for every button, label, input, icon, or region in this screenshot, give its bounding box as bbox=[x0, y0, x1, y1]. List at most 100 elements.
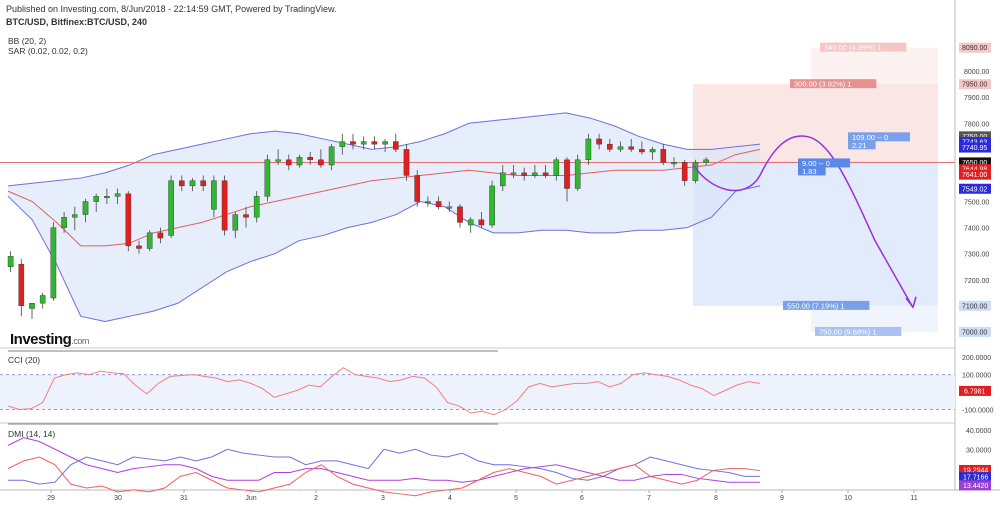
candle-body bbox=[253, 196, 260, 218]
price-tag-label: 7641.00 bbox=[962, 172, 987, 179]
cci-tick-label: 100.0000 bbox=[962, 373, 991, 380]
candle-body bbox=[478, 219, 485, 226]
projection-label-bg bbox=[798, 158, 851, 168]
projection-label: 109.00 -- 0 bbox=[852, 133, 888, 142]
candle-body bbox=[29, 303, 35, 309]
cci-line bbox=[7, 367, 761, 416]
time-tick-label: 9 bbox=[780, 495, 784, 502]
projection-label-bg bbox=[815, 326, 902, 336]
time-tick-label: 31 bbox=[180, 495, 188, 502]
adx-line bbox=[7, 437, 760, 483]
candle-body bbox=[146, 232, 153, 249]
candle-body bbox=[457, 206, 463, 223]
candle-body bbox=[82, 201, 89, 215]
candle-body bbox=[125, 193, 132, 247]
candle-body bbox=[617, 146, 624, 150]
candle-body bbox=[382, 141, 388, 145]
candle-body bbox=[574, 159, 581, 189]
candle-body bbox=[628, 146, 634, 150]
time-tick-label: 7 bbox=[647, 495, 651, 502]
price-tag-label: 7740.95 bbox=[962, 145, 987, 152]
cci-tick-label: -100.0000 bbox=[962, 408, 994, 415]
projection-label: 2.21 bbox=[852, 141, 867, 150]
projection-label: 300.00 (3.92%) 1 bbox=[794, 80, 852, 89]
price-tag-bg bbox=[959, 142, 991, 153]
price-tag-label: 7100.00 bbox=[962, 303, 987, 310]
time-tick-label: Jun bbox=[245, 495, 256, 502]
candle-body bbox=[596, 138, 602, 145]
time-tick-label: 2 bbox=[314, 495, 318, 502]
price-tag-bg bbox=[959, 137, 991, 148]
bollinger-band-fill bbox=[8, 112, 760, 322]
dmi-last-tag-bg bbox=[959, 472, 991, 483]
candle-body bbox=[18, 263, 25, 307]
dmi-indicator-label[interactable]: DMI (14, 14) bbox=[8, 429, 56, 439]
candle-body bbox=[307, 156, 314, 161]
candle-body bbox=[585, 138, 592, 161]
price-tag-bg bbox=[959, 42, 991, 53]
candle-body bbox=[275, 159, 281, 162]
candle-body bbox=[339, 141, 346, 147]
candle-body bbox=[157, 232, 164, 239]
price-tag-label: 7549.02 bbox=[962, 186, 987, 193]
price-tag-bg bbox=[959, 79, 991, 90]
dmi-last-tag-bg bbox=[959, 480, 991, 491]
time-tick-label: 30 bbox=[114, 495, 122, 502]
candle-body bbox=[467, 219, 474, 226]
price-tag-label: 7650.00 bbox=[962, 160, 987, 167]
candle-body bbox=[286, 159, 292, 166]
projection-label: 1.83 bbox=[802, 167, 817, 176]
candle-body bbox=[446, 206, 453, 209]
bb-indicator-label[interactable]: BB (20, 2) bbox=[8, 36, 47, 46]
candle-body bbox=[660, 149, 667, 163]
sar-indicator-label[interactable]: SAR (0.02, 0.02, 0.2) bbox=[8, 46, 88, 56]
bollinger-lower bbox=[7, 185, 761, 323]
dmi-last-tag-bg bbox=[959, 464, 991, 475]
candle-body bbox=[435, 201, 442, 207]
candle-body bbox=[221, 180, 228, 231]
candle-body bbox=[489, 185, 495, 226]
candle-body bbox=[318, 159, 324, 166]
cci-indicator-label[interactable]: CCI (20) bbox=[8, 355, 41, 365]
candle-body bbox=[649, 149, 656, 153]
candle-body bbox=[371, 141, 378, 145]
price-tag-bg bbox=[959, 164, 991, 175]
cci-tick-label: 200.0000 bbox=[962, 355, 991, 362]
price-tick-label: 7900.00 bbox=[964, 95, 989, 102]
candle-body bbox=[639, 149, 645, 153]
candle-body bbox=[7, 256, 14, 267]
symbol-title: BTC/USD, Bitfinex:BTC/USD, 240 bbox=[6, 17, 148, 27]
candle-body bbox=[681, 162, 688, 181]
candle-body bbox=[403, 149, 410, 176]
time-tick-label: 11 bbox=[910, 495, 917, 502]
dmi-last-tag: 19.2944 bbox=[963, 467, 988, 474]
candle-body bbox=[671, 162, 677, 165]
price-tick-label: 7300.00 bbox=[964, 252, 989, 259]
cci-last-tag: 6.7981 bbox=[964, 388, 986, 395]
published-caption: Published on Investing.com, 8/Jun/2018 -… bbox=[6, 4, 337, 14]
logo-text: Investing bbox=[10, 331, 72, 348]
candle-body bbox=[500, 172, 506, 187]
projection-label-bg bbox=[790, 79, 877, 89]
candle-body bbox=[50, 227, 57, 299]
time-tick-label: 8 bbox=[714, 495, 718, 502]
price-tick-label: 7500.00 bbox=[964, 200, 989, 207]
candle-body bbox=[189, 180, 196, 187]
projection-label-bg bbox=[848, 140, 876, 150]
candle-body bbox=[360, 141, 367, 145]
candle-body bbox=[168, 180, 174, 236]
projection-label: 550.00 (7.19%) 1 bbox=[787, 301, 845, 310]
candle-body bbox=[564, 159, 570, 189]
investing-logo: Investing.com bbox=[10, 331, 89, 348]
candle-body bbox=[607, 143, 613, 150]
price-tag-bg bbox=[959, 326, 991, 337]
candle-body bbox=[414, 175, 421, 202]
projection-label-bg bbox=[820, 42, 907, 52]
candle-body bbox=[350, 141, 356, 145]
projection-label: 9.00 -- 0 bbox=[802, 159, 830, 168]
candle-body bbox=[114, 193, 121, 197]
bollinger-middle bbox=[7, 148, 761, 247]
candle-body bbox=[243, 214, 249, 218]
candle-body bbox=[264, 159, 271, 197]
